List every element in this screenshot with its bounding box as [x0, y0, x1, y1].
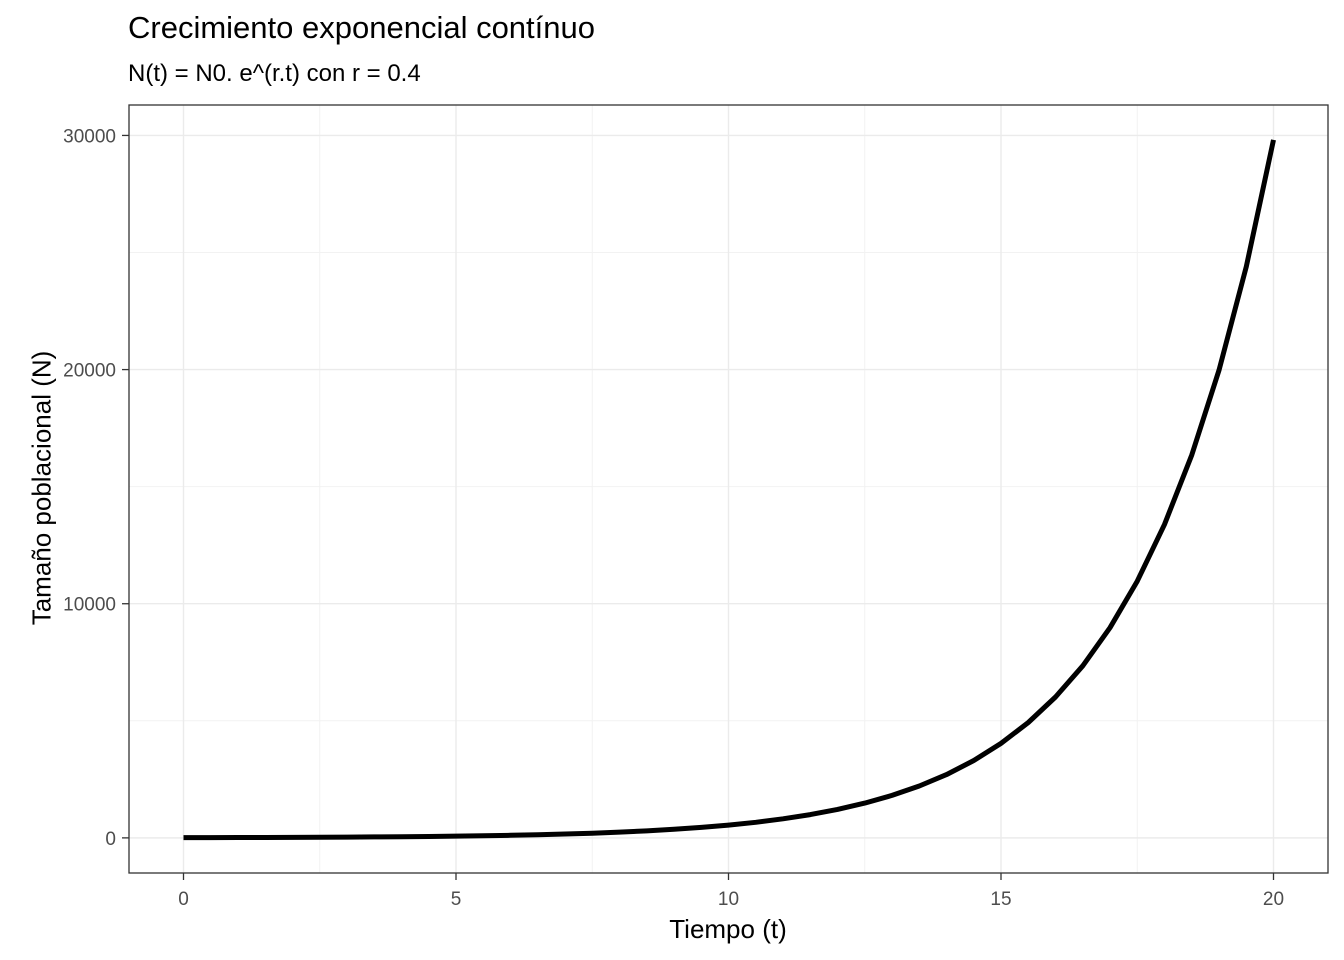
y-tick-label: 30000	[63, 126, 116, 147]
y-tick-label: 10000	[63, 595, 116, 616]
series-line	[183, 139, 1276, 841]
x-axis: 0 5 10 15 20	[178, 873, 1284, 910]
x-tick-label: 10	[718, 889, 739, 910]
series-layer	[183, 139, 1276, 841]
y-tick-label: 20000	[63, 361, 116, 382]
chart-title: Crecimiento exponencial contínuo	[128, 10, 595, 45]
major-gridlines	[129, 105, 1328, 873]
y-tick-label: 0	[105, 829, 116, 850]
x-tick-label: 20	[1263, 889, 1284, 910]
x-tick-label: 15	[990, 889, 1011, 910]
x-axis-label: Tiempo (t)	[669, 914, 787, 944]
y-axis: 0 10000 20000 30000	[63, 126, 129, 850]
y-axis-label: Tamaño poblacional (N)	[26, 350, 57, 626]
chart-subtitle: N(t) = N0. e^(r.t) con r = 0.4	[128, 60, 421, 87]
x-tick-label: 5	[451, 889, 462, 910]
x-tick-label: 0	[178, 889, 189, 910]
